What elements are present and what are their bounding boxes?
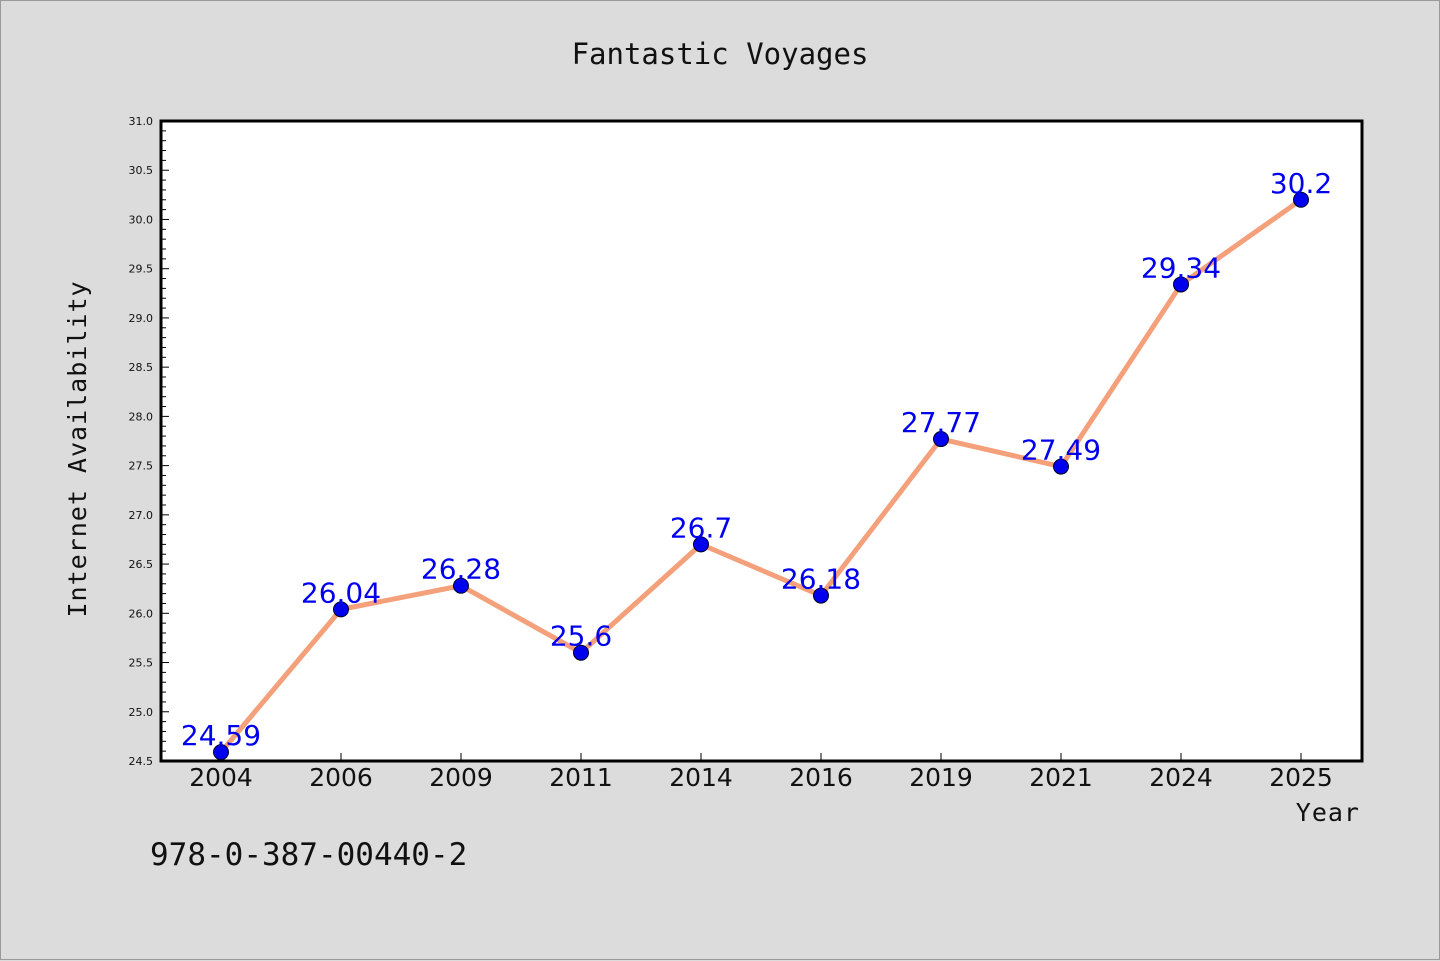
data-label: 24.59 bbox=[181, 719, 261, 752]
data-label: 30.2 bbox=[1270, 167, 1332, 200]
x-axis: 2004 2006 2009 2011 2014 2016 2019 2021 2024 2025 bbox=[189, 753, 1333, 792]
y-tick-label: 25.5 bbox=[129, 657, 154, 670]
data-point bbox=[1173, 276, 1189, 293]
x-tick-label: 2006 bbox=[309, 763, 373, 792]
x-tick-label: 2025 bbox=[1269, 763, 1333, 792]
y-tick-label: 29.0 bbox=[129, 312, 154, 325]
data-point bbox=[693, 536, 709, 553]
y-tick-label: 26.0 bbox=[129, 607, 154, 620]
y-tick-label: 26.5 bbox=[129, 558, 154, 571]
chart-title: Fantastic Voyages bbox=[572, 37, 869, 71]
x-axis-label: Year bbox=[1296, 798, 1360, 827]
series-line bbox=[218, 197, 1304, 755]
x-tick-label: 2019 bbox=[909, 763, 973, 792]
data-point bbox=[1053, 458, 1069, 475]
y-tick-label: 25.0 bbox=[129, 706, 154, 719]
data-point bbox=[933, 431, 949, 448]
series-layer bbox=[213, 191, 1309, 761]
data-point bbox=[333, 601, 349, 618]
x-tick-label: 2024 bbox=[1149, 763, 1213, 792]
y-tick-label: 24.5 bbox=[129, 755, 154, 768]
isbn-annotation: 978-0-387-00440-2 bbox=[150, 837, 467, 873]
data-labels-layer: 24.59 26.04 26.28 25.6 26.7 26.18 27.77 27.49 29… bbox=[181, 167, 1332, 752]
data-label: 26.18 bbox=[781, 563, 861, 596]
data-label: 27.49 bbox=[1021, 434, 1101, 467]
plot-area bbox=[159, 119, 1364, 763]
x-tick-label: 2014 bbox=[669, 763, 733, 792]
x-tick-label: 2009 bbox=[429, 763, 493, 792]
data-label: 26.7 bbox=[670, 511, 732, 544]
y-axis: 24.5 25.0 25.5 26.0 26.5 27.0 27.5 28.0 28.5 29.0… bbox=[129, 115, 169, 768]
data-label: 26.04 bbox=[301, 576, 381, 609]
data-label: 29.34 bbox=[1141, 251, 1221, 284]
data-label: 26.28 bbox=[421, 553, 501, 586]
y-tick-label: 28.0 bbox=[129, 410, 154, 423]
x-tick-label: 2021 bbox=[1029, 763, 1093, 792]
y-tick-label: 31.0 bbox=[129, 115, 154, 128]
data-point bbox=[813, 587, 829, 604]
y-axis-label: Internet Availability bbox=[63, 280, 92, 617]
data-label: 25.6 bbox=[550, 620, 612, 653]
data-point bbox=[453, 577, 469, 594]
x-tick-label: 2004 bbox=[189, 763, 253, 792]
data-point bbox=[1293, 191, 1309, 208]
data-point bbox=[213, 744, 229, 761]
x-tick-label: 2011 bbox=[549, 763, 613, 792]
y-tick-label: 27.5 bbox=[129, 460, 154, 473]
data-label: 27.77 bbox=[901, 406, 981, 439]
data-point bbox=[573, 644, 589, 661]
y-tick-label: 28.5 bbox=[129, 361, 154, 374]
x-tick-label: 2016 bbox=[789, 763, 853, 792]
y-tick-label: 30.0 bbox=[129, 213, 154, 226]
y-tick-label: 29.5 bbox=[129, 263, 154, 276]
y-tick-label: 30.5 bbox=[129, 164, 154, 177]
y-tick-label: 27.0 bbox=[129, 509, 154, 522]
